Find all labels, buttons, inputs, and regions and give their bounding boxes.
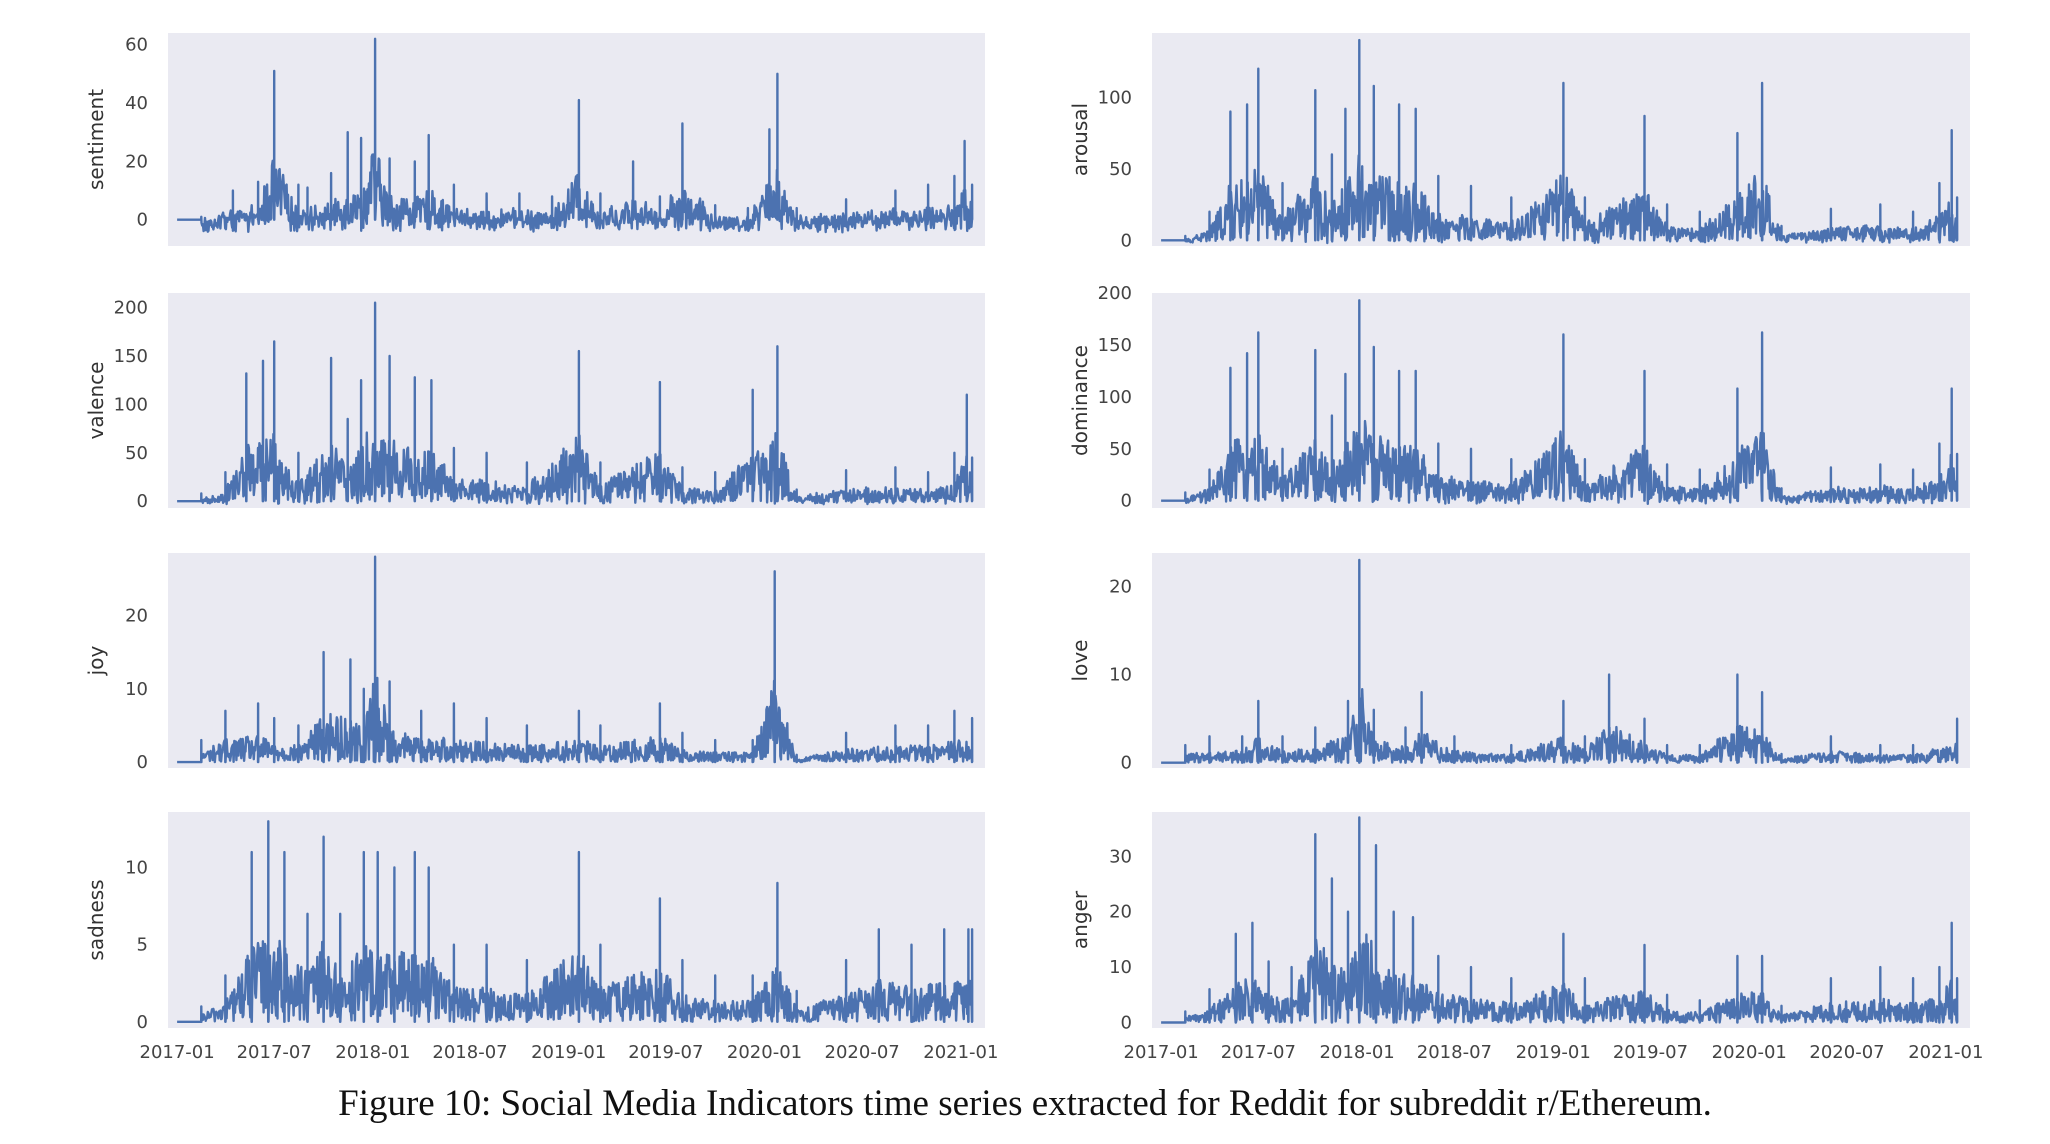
y-tick-label: 0: [1121, 491, 1132, 512]
x-tick-label: 2019-07: [628, 1042, 703, 1063]
x-tick-label: 2018-07: [1417, 1042, 1492, 1063]
x-tick-label: 2017-07: [237, 1042, 312, 1063]
y-tick-label: 100: [1098, 387, 1132, 408]
chart-panel-arousal: 0 50 100 arousal: [1068, 33, 1970, 251]
y-tick-label: 0: [1121, 230, 1132, 251]
y-axis-label: sadness: [84, 879, 108, 960]
chart-panel-sentiment: 0 20 40 60 sentiment: [84, 33, 985, 246]
y-axis-label: arousal: [1068, 103, 1092, 176]
chart-panel-joy: 0 10 20 joy: [84, 553, 985, 773]
figure-caption: Figure 10: Social Media Indicators time …: [338, 1083, 1712, 1124]
y-tick-label: 60: [125, 35, 148, 56]
y-axis-label: joy: [84, 646, 108, 677]
y-tick-label: 200: [1098, 283, 1132, 304]
y-tick-label: 30: [1109, 846, 1132, 867]
y-tick-label: 20: [125, 151, 148, 172]
x-tick-label: 2020-01: [1712, 1042, 1787, 1063]
y-tick-label: 10: [125, 858, 148, 879]
series-line-arousal: [1160, 38, 1959, 245]
y-tick-label: 0: [137, 491, 148, 512]
series-line-sadness: [176, 820, 974, 1023]
x-tick-label: 2021-01: [1908, 1042, 1983, 1063]
y-tick-label: 20: [1109, 902, 1132, 923]
series-line-anger: [1160, 816, 1959, 1024]
y-tick-label: 0: [137, 1012, 148, 1033]
chart-panel-sadness: 0 5 10 sadness 2017-01 2017-07 2018-01 2018-07 2…: [84, 812, 998, 1063]
x-tick-label: 2018-01: [335, 1042, 410, 1063]
y-tick-label: 150: [1098, 335, 1132, 356]
y-tick-label: 0: [137, 210, 148, 231]
series-line-love: [1160, 558, 1959, 764]
y-tick-label: 50: [1109, 159, 1132, 180]
y-tick-label: 100: [114, 394, 148, 415]
y-tick-label: 50: [125, 443, 148, 464]
x-tick-label: 2021-01: [923, 1042, 998, 1063]
y-tick-label: 20: [1109, 576, 1132, 597]
plot-area: [1152, 553, 1970, 768]
x-tick-label: 2020-01: [727, 1042, 802, 1063]
series-line-dominance: [1160, 299, 1959, 506]
y-tick-label: 150: [114, 346, 148, 367]
chart-panel-love: 0 10 20 love: [1068, 553, 1970, 774]
y-axis-label: dominance: [1068, 345, 1092, 456]
y-tick-label: 100: [1098, 87, 1132, 108]
y-tick-label: 40: [125, 93, 148, 114]
y-axis-label: valence: [84, 362, 108, 440]
y-axis-label: sentiment: [84, 89, 108, 190]
y-tick-label: 50: [1109, 439, 1132, 460]
y-tick-label: 20: [125, 605, 148, 626]
y-tick-label: 0: [1121, 753, 1132, 774]
x-tick-label: 2017-07: [1221, 1042, 1296, 1063]
y-tick-label: 0: [1121, 1012, 1132, 1033]
x-tick-label: 2019-01: [1516, 1042, 1591, 1063]
y-axis-label: love: [1068, 640, 1092, 682]
y-tick-label: 5: [137, 935, 148, 956]
chart-panel-valence: 0 50 100 150 200 valence: [84, 293, 985, 512]
x-tick-label: 2020-07: [1809, 1042, 1884, 1063]
y-tick-label: 10: [1109, 957, 1132, 978]
chart-panel-dominance: 0 50 100 150 200 dominance: [1068, 283, 1970, 512]
x-tick-label: 2020-07: [825, 1042, 900, 1063]
y-axis-label: anger: [1068, 890, 1092, 949]
series-line-sentiment: [176, 37, 974, 234]
y-tick-label: 0: [137, 752, 148, 773]
x-tick-label: 2019-07: [1613, 1042, 1688, 1063]
series-line-valence: [176, 301, 974, 506]
x-tick-label: 2017-01: [1124, 1042, 1199, 1063]
series-line-joy: [176, 555, 974, 764]
chart-panel-anger: 0 10 20 30 anger 2017-01 2017-07 2018-01 2018-07…: [1068, 812, 1983, 1063]
x-tick-label: 2018-07: [432, 1042, 507, 1063]
y-tick-label: 10: [1109, 665, 1132, 686]
y-tick-label: 200: [114, 298, 148, 319]
y-tick-label: 10: [125, 679, 148, 700]
x-tick-label: 2018-01: [1320, 1042, 1395, 1063]
x-tick-label: 2017-01: [140, 1042, 215, 1063]
x-tick-label: 2019-01: [531, 1042, 606, 1063]
plot-area: [168, 553, 985, 768]
